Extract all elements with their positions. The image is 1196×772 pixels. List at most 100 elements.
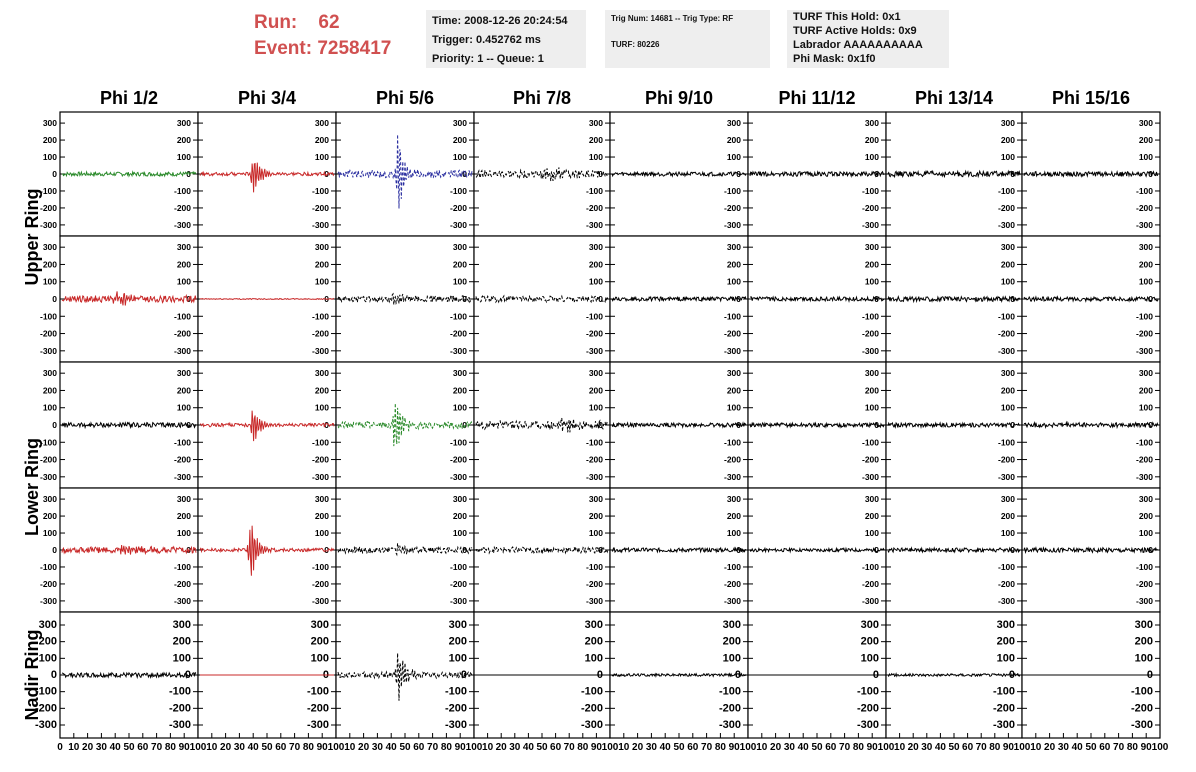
waveform-trace xyxy=(199,525,335,576)
y-tick-label: -300 xyxy=(1136,220,1153,230)
x-tick-label: 100 xyxy=(328,742,345,753)
y-tick-label: 200 xyxy=(1001,511,1015,521)
y-tick-label: 300 xyxy=(865,368,879,378)
y-tick-label: -100 xyxy=(312,311,329,321)
y-tick-label: -300 xyxy=(312,472,329,482)
waveform-trace xyxy=(199,297,335,301)
y-tick-label: 200 xyxy=(1001,135,1015,145)
x-tick-label: 50 xyxy=(948,742,960,753)
turf-hold-text: TURF This Hold: 0x1 xyxy=(793,11,901,23)
y-tick-label: 300 xyxy=(315,494,329,504)
waveform-trace xyxy=(749,295,885,304)
y-tick-label-left: -300 xyxy=(40,596,57,606)
waveform-trace xyxy=(199,410,335,442)
y-tick-label: 0 xyxy=(324,545,329,555)
y-tick-label: -200 xyxy=(1136,579,1153,589)
y-tick-label: 200 xyxy=(865,259,879,269)
y-tick-label: -100 xyxy=(1136,562,1153,572)
waveform-trace xyxy=(61,421,197,430)
y-tick-label: -200 xyxy=(169,702,191,714)
y-tick-label-left: -200 xyxy=(35,702,57,714)
y-tick-label-left: 200 xyxy=(43,135,57,145)
y-tick-label: -200 xyxy=(312,455,329,465)
y-tick-label-left: -300 xyxy=(40,472,57,482)
y-tick-label: -300 xyxy=(586,596,603,606)
x-tick-label: 70 xyxy=(289,742,301,753)
y-tick-label: -100 xyxy=(312,186,329,196)
y-tick-label: 200 xyxy=(177,259,191,269)
x-tick-label: 30 xyxy=(234,742,246,753)
y-tick-label: 200 xyxy=(589,511,603,521)
x-tick-label: 100 xyxy=(878,742,895,753)
x-tick-label: 90 xyxy=(591,742,603,753)
x-tick-label: 10 xyxy=(206,742,218,753)
y-tick-label: 200 xyxy=(723,636,741,648)
y-tick-label: 100 xyxy=(589,277,603,287)
y-tick-label: -100 xyxy=(586,186,603,196)
y-tick-label: -100 xyxy=(586,562,603,572)
y-tick-label: -300 xyxy=(586,220,603,230)
y-tick-label: -300 xyxy=(445,719,467,731)
y-tick-label-left: 300 xyxy=(43,242,57,252)
x-tick-label: 100 xyxy=(1152,742,1169,753)
y-tick-label: -200 xyxy=(998,329,1015,339)
panel-frame xyxy=(335,361,475,489)
y-tick-label-left: -200 xyxy=(40,579,57,589)
y-tick-label: -100 xyxy=(312,562,329,572)
y-tick-label: -200 xyxy=(312,329,329,339)
y-tick-label-left: 100 xyxy=(43,152,57,162)
y-tick-label: 300 xyxy=(173,619,191,631)
y-tick-label-left: -100 xyxy=(40,437,57,447)
y-tick-label-left: -100 xyxy=(40,311,57,321)
x-tick-label: 90 xyxy=(729,742,741,753)
waveform-trace xyxy=(611,672,747,678)
y-tick-label: 300 xyxy=(585,619,603,631)
y-tick-label: 300 xyxy=(589,242,603,252)
trigger-text: Trigger: 0.452762 ms xyxy=(432,34,541,46)
ring-label: Lower Ring xyxy=(22,438,42,536)
y-tick-label: 0 xyxy=(185,669,191,681)
ring-label: Upper Ring xyxy=(22,189,42,286)
x-tick-label: 100 xyxy=(466,742,483,753)
y-tick-label: -200 xyxy=(445,702,467,714)
column-header: Phi 9/10 xyxy=(645,88,713,108)
y-tick-label: -300 xyxy=(857,719,879,731)
x-tick-label: 40 xyxy=(1072,742,1084,753)
x-tick-label: 70 xyxy=(839,742,851,753)
x-tick-label: 90 xyxy=(317,742,329,753)
x-tick-label: 50 xyxy=(811,742,823,753)
y-tick-label: -100 xyxy=(450,311,467,321)
waveform-trace xyxy=(1023,170,1159,178)
y-tick-label: -300 xyxy=(724,472,741,482)
waveform-trace xyxy=(199,162,335,193)
run-value: 62 xyxy=(318,12,340,33)
waveform-trace xyxy=(611,421,747,429)
y-tick-label: -300 xyxy=(450,596,467,606)
y-tick-label: 100 xyxy=(727,152,741,162)
y-tick-label: -300 xyxy=(586,472,603,482)
y-tick-label: 200 xyxy=(727,135,741,145)
y-tick-label: 300 xyxy=(589,368,603,378)
x-tick-label: 80 xyxy=(303,742,315,753)
y-tick-label: -200 xyxy=(174,329,191,339)
waveform-trace xyxy=(749,421,885,429)
y-tick-label: 0 xyxy=(186,545,191,555)
y-tick-label: 200 xyxy=(865,135,879,145)
y-tick-label: -100 xyxy=(857,686,879,698)
y-tick-label: 100 xyxy=(585,652,603,664)
y-tick-label: 0 xyxy=(462,420,467,430)
y-tick-label-left: 300 xyxy=(43,494,57,504)
y-tick-label-left: 100 xyxy=(39,652,57,664)
y-tick-label: 200 xyxy=(727,511,741,521)
ring-label: Nadir Ring xyxy=(22,629,42,720)
y-tick-label: 200 xyxy=(589,385,603,395)
y-tick-label: -300 xyxy=(862,346,879,356)
y-tick-label: -200 xyxy=(998,203,1015,213)
column-header: Phi 5/6 xyxy=(376,88,434,108)
y-tick-label: 100 xyxy=(1139,277,1153,287)
x-tick-label: 60 xyxy=(825,742,837,753)
x-tick-label: 10 xyxy=(618,742,630,753)
trigger-info-box: Trig Num: 14681 -- Trig Type: RF TURF: 8… xyxy=(605,10,770,68)
y-tick-label: 0 xyxy=(1010,420,1015,430)
y-tick-label: -200 xyxy=(862,329,879,339)
